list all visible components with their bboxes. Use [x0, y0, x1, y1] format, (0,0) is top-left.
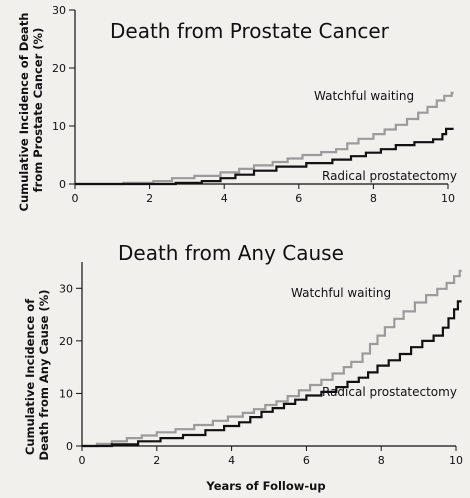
panel1-ylabel-line2: from Prostate Cancer (%) — [31, 28, 45, 193]
p2-y-tick-label: 30 — [59, 282, 73, 295]
p1-y-tick-label: 30 — [52, 4, 66, 17]
p1-x-tick-label: 2 — [146, 192, 153, 205]
p2-x-tick-label: 8 — [378, 454, 385, 467]
p1-x-tick-label: 10 — [441, 192, 455, 205]
panel2-title: Death from Any Cause — [118, 241, 344, 265]
p2-x-tick-label: 0 — [79, 454, 86, 467]
panel2-ylabel-line2: Death from Any Cause (%) — [37, 289, 51, 460]
p2-y-tick-label: 20 — [59, 335, 73, 348]
p2-x-tick-label: 6 — [303, 454, 310, 467]
panel1-radical-prostatectomy-label: Radical prostatectomy — [322, 169, 457, 183]
panel2-radical-prostatectomy-curve — [82, 300, 462, 448]
panel2-ylabel: Cumulative Incidence of Death from Any C… — [23, 289, 51, 460]
p1-y-tick-label: 0 — [59, 178, 66, 191]
panel1-ylabel: Cumulative Incidence of Death from Prost… — [17, 8, 45, 211]
p2-x-tick-label: 10 — [449, 454, 463, 467]
panel2-watchful-waiting-curve — [82, 269, 462, 448]
any-cause-panel: Death from Any Cause Cumulative Incidenc… — [23, 241, 463, 493]
p2-y-tick-label: 0 — [66, 440, 73, 453]
panel2-watchful-waiting-label: Watchful waiting — [291, 286, 391, 300]
p1-x-tick-label: 8 — [370, 192, 377, 205]
p2-x-tick-label: 4 — [228, 454, 235, 467]
panel1-watchful-waiting-curve — [75, 91, 454, 186]
p2-x-tick-label: 2 — [153, 454, 160, 467]
p2-y-tick-label: 10 — [59, 387, 73, 400]
panel2-radical-prostatectomy-label: Radical prostatectomy — [322, 385, 457, 399]
panel2-y-ticks: 0 10 20 30 — [59, 282, 82, 453]
panel1-x-ticks: 0 2 4 6 8 10 — [72, 184, 455, 205]
panel1-y-ticks: 0 10 20 30 — [52, 4, 75, 191]
panel2-xlabel: Years of Follow-up — [205, 479, 325, 493]
p1-x-tick-label: 6 — [295, 192, 302, 205]
p1-x-tick-label: 0 — [72, 192, 79, 205]
p1-y-tick-label: 10 — [52, 120, 66, 133]
panel2-ylabel-line1: Cumulative Incidence of — [23, 298, 37, 455]
p1-y-tick-label: 20 — [52, 62, 66, 75]
p1-x-tick-label: 4 — [221, 192, 228, 205]
panel1-ylabel-line1: Cumulative Incidence of Death — [17, 13, 31, 212]
panel1-title: Death from Prostate Cancer — [110, 19, 390, 43]
panel1-radical-prostatectomy-curve — [75, 127, 454, 186]
prostate-cancer-panel: Death from Prostate Cancer Cumulative In… — [17, 4, 457, 212]
panel1-watchful-waiting-label: Watchful waiting — [314, 89, 414, 103]
panel2-x-ticks: 0 2 4 6 8 10 — [79, 446, 463, 467]
